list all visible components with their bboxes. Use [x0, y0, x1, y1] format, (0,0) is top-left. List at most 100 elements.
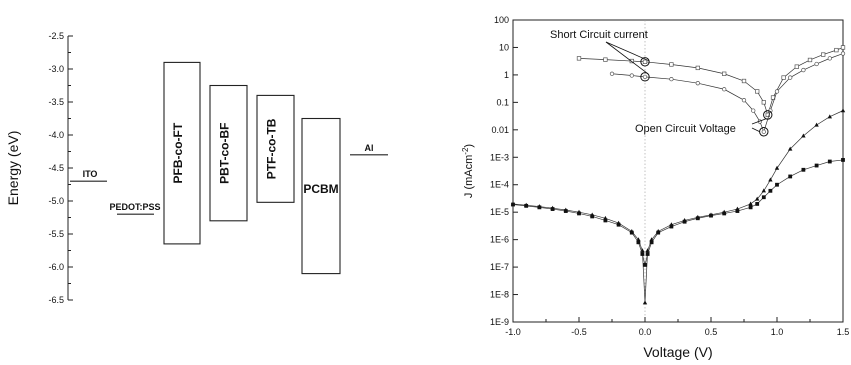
y-tick-label: 1E-4	[490, 180, 509, 190]
data-point	[761, 188, 766, 193]
energy-tick-label: -5.0	[48, 196, 64, 206]
data-point	[748, 201, 753, 206]
y-axis-label-close: )	[463, 144, 475, 148]
annotations: Short Circuit current Open Circuit Voltag…	[550, 29, 773, 137]
data-point	[755, 202, 760, 206]
data-point	[775, 182, 779, 187]
x-tick-label: -1.0	[505, 327, 521, 337]
y-tick-label: 1E-9	[490, 317, 509, 327]
data-point	[788, 75, 793, 80]
x-tick-label: -0.5	[571, 327, 587, 337]
data-point	[642, 74, 648, 79]
data-point	[642, 300, 648, 305]
band-label: PFB-co-FT	[171, 122, 185, 183]
data-point	[640, 252, 645, 256]
data-point	[563, 209, 568, 213]
data-point	[774, 165, 780, 170]
annotation-leader	[605, 41, 649, 75]
data-point	[616, 222, 621, 227]
y-tick-label: 1E-5	[490, 207, 509, 217]
annotation-leader	[751, 127, 760, 133]
data-point	[761, 129, 766, 134]
data-point	[741, 98, 747, 103]
x-tick-label: 0.0	[639, 327, 652, 337]
data-point	[827, 56, 832, 61]
x-tick-label: 1.5	[837, 327, 850, 337]
annotation-marker	[763, 110, 773, 120]
data-point	[761, 195, 766, 200]
data-point	[840, 108, 846, 113]
data-point	[636, 240, 641, 245]
data-point	[755, 196, 760, 201]
band-box	[256, 94, 295, 203]
x-axis-label: Voltage (V)	[643, 344, 712, 360]
data-point	[788, 146, 793, 151]
data-point	[827, 114, 832, 119]
series-line	[512, 110, 844, 303]
y-axis-label: J (mAcm-2)	[461, 144, 475, 198]
data-point	[576, 56, 582, 61]
data-point	[629, 230, 634, 235]
x-tick-label: 1.0	[771, 327, 784, 337]
energy-y-ticks: -2.5 -3.0 -3.5 -4.0 -4.5 -5.0 -5.5 -6.0 -6.5	[48, 31, 73, 305]
data-point	[755, 89, 760, 94]
y-tick-label: 1E-7	[490, 262, 509, 272]
band-label: PBT-co-BF	[218, 122, 232, 183]
electrode-levels: ITO PEDOT:PSS Al	[70, 143, 388, 215]
data-point	[840, 51, 846, 56]
data-point	[695, 81, 700, 86]
annotation-label: Short Circuit current	[550, 29, 648, 41]
data-point	[722, 211, 727, 216]
y-ticks: 100 10 1 0.1 0.01 1E-3 1E-4 1E-5 1E-6 1E-7 1E-8 1E-…	[490, 15, 518, 327]
data-point	[821, 52, 826, 57]
data-point	[774, 89, 780, 94]
data-point	[643, 263, 647, 267]
x-tick-label: 0.5	[705, 327, 718, 337]
data-point	[590, 214, 595, 219]
data-point	[511, 202, 515, 207]
y-tick-label: 1	[504, 70, 509, 80]
energy-tick-label: -4.0	[48, 130, 64, 140]
data-point	[603, 57, 608, 62]
series-line	[512, 159, 844, 265]
energy-tick-label: -3.5	[48, 97, 64, 107]
energy-tick-label: -6.5	[48, 295, 64, 305]
data-point	[807, 57, 813, 63]
data-point	[768, 177, 773, 182]
energy-y-axis-label: Energy (eV)	[5, 131, 21, 206]
data-point	[682, 219, 687, 224]
data-point	[722, 71, 727, 76]
data-point	[761, 100, 766, 105]
data-point	[834, 47, 839, 53]
band-label: PTF-co-TB	[265, 118, 279, 179]
annotation-label: Open Circuit Voltage	[635, 123, 736, 135]
data-point	[669, 77, 674, 82]
energy-tick-label: -4.5	[48, 163, 64, 173]
data-point	[765, 112, 770, 118]
data-point	[781, 75, 786, 80]
energy-tick-label: -6.0	[48, 262, 64, 272]
y-tick-label: 1E-3	[490, 152, 509, 162]
y-axis-label-main: J (mAcm	[463, 155, 475, 198]
data-point	[801, 133, 806, 138]
data-point	[695, 65, 700, 71]
band-box	[209, 84, 248, 222]
data-point	[577, 211, 581, 216]
data-point	[814, 122, 819, 127]
data-point	[840, 45, 846, 50]
data-point	[801, 167, 806, 172]
energy-tick-label: -3.0	[48, 64, 64, 74]
data-point	[642, 59, 648, 64]
data-point	[669, 224, 674, 229]
annotation-marker	[640, 57, 650, 67]
data-point	[629, 58, 634, 64]
data-point	[669, 62, 674, 67]
data-point	[751, 108, 756, 113]
y-axis-label-sup: -2	[461, 147, 470, 155]
y-tick-label: 1E-6	[490, 235, 509, 245]
data-point	[609, 71, 615, 76]
data-point	[537, 205, 542, 210]
series-line	[578, 47, 844, 117]
